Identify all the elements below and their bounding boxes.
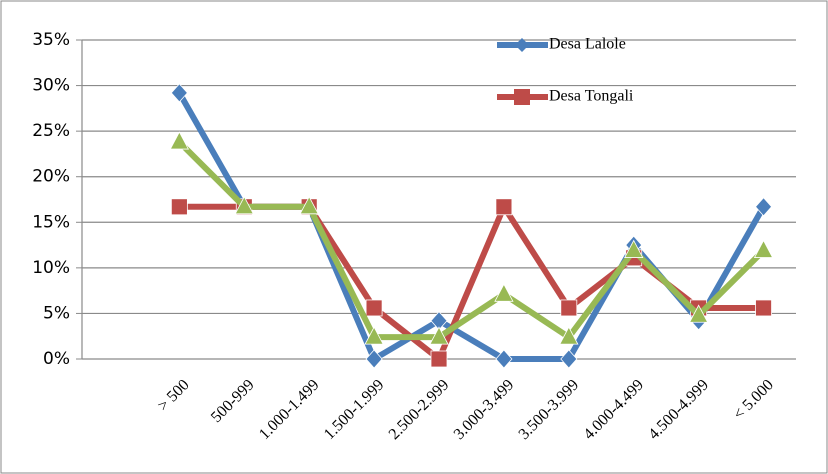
marker [365, 349, 383, 369]
series-line [177, 139, 766, 341]
y-tick-label: 35% [32, 30, 70, 50]
marker [364, 326, 384, 345]
marker [170, 83, 188, 103]
y-tick-label: 25% [32, 121, 70, 141]
y-tick-label: 10% [32, 258, 70, 278]
marker [560, 299, 578, 317]
legend-marker [514, 89, 530, 105]
y-tick-label: 30% [32, 76, 70, 96]
legend-label: Desa Tongali [549, 88, 634, 105]
marker [755, 299, 772, 317]
marker [560, 349, 578, 369]
legend-marker [515, 38, 529, 52]
y-tick-label: 0% [43, 349, 70, 369]
y-tick-label: 20% [32, 167, 70, 187]
y-tick-label: 15% [32, 212, 70, 232]
marker [495, 198, 513, 216]
marker [299, 195, 319, 215]
marker [495, 349, 513, 369]
marker [559, 326, 579, 345]
y-tick-label: 5% [43, 303, 70, 323]
marker [688, 304, 709, 323]
marker [753, 239, 774, 258]
marker [755, 197, 773, 217]
marker [494, 283, 514, 302]
legend-label: Desa Lalole [549, 36, 626, 53]
marker [234, 195, 254, 215]
marker [430, 350, 448, 368]
marker [169, 131, 190, 150]
marker [365, 299, 383, 317]
marker [429, 326, 449, 345]
marker [624, 239, 644, 258]
marker [170, 198, 188, 216]
